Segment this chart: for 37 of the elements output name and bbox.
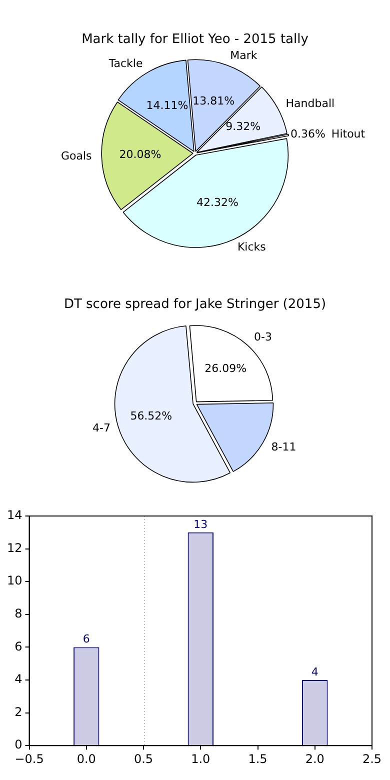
x-tick-label: 0.5: [134, 752, 154, 766]
data-label: 26.09%: [204, 362, 247, 376]
slice-label: 0-3: [254, 330, 272, 344]
data-label: 6: [82, 632, 90, 646]
x-tick-label: 2.0: [305, 752, 324, 766]
slice-label: 4-7: [92, 422, 110, 435]
chart-title: Mark tally for Elliot Yeo - 2015 tally: [82, 32, 309, 48]
x-tick-label: 1.0: [191, 752, 210, 766]
slice-label: Tackle: [108, 57, 143, 70]
slice-label: Goals: [60, 150, 92, 163]
slice-label: Hitout: [331, 127, 366, 140]
y-tick-label: 12: [6, 540, 22, 555]
x-tick-label: 0.0: [76, 752, 96, 766]
data-label: 42.32%: [196, 196, 238, 210]
data-label: 14.11%: [146, 98, 188, 112]
y-tick-label: 2: [14, 704, 22, 719]
y-tick-label: 10: [6, 574, 22, 588]
y-tick-label: 14: [6, 508, 22, 522]
data-label: 0.36%: [290, 127, 326, 140]
y-tick-label: 8: [14, 606, 22, 621]
data-label: 13: [194, 518, 208, 531]
x-tick-label: 1.5: [248, 752, 268, 766]
x-tick-label: 2.5: [362, 752, 382, 766]
slice-label: Mark: [230, 49, 258, 62]
data-label: 9.32%: [226, 120, 261, 134]
slice-label: Handball: [286, 96, 335, 110]
slice-label: Kicks: [237, 240, 266, 254]
y-tick-label: 0: [14, 738, 22, 752]
data-label: 56.52%: [130, 409, 172, 422]
y-tick-label: 4: [14, 672, 22, 686]
data-label: 4: [311, 665, 318, 678]
slice-label: 8-11: [271, 440, 296, 454]
data-label: 20.08%: [119, 148, 162, 162]
data-label: 13.81%: [192, 94, 235, 108]
y-tick-label: 6: [14, 639, 22, 654]
x-tick-label: −0.5: [14, 752, 44, 766]
chart-title: DT score spread for Jake Stringer (2015): [64, 297, 326, 312]
